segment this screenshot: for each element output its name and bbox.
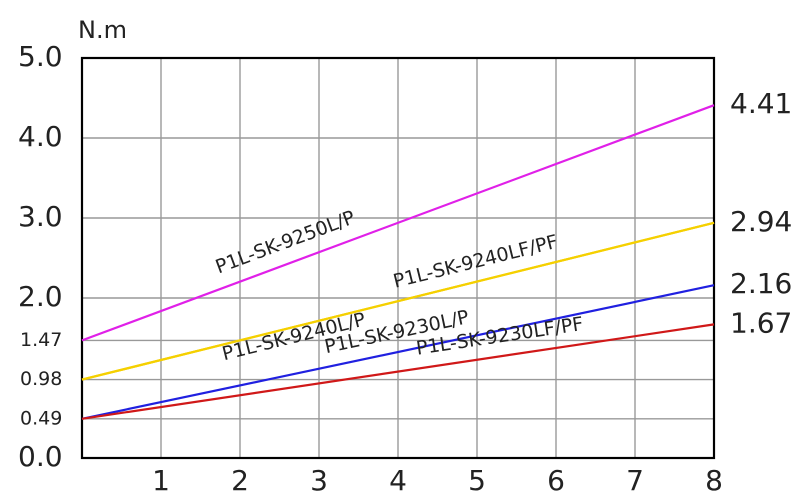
y-tick-label: 5.0 [18,40,63,73]
x-tick-label: 1 [152,464,170,497]
end-value-label: 1.67 [730,306,792,339]
y-tick-label: 3.0 [18,200,63,233]
series-line-p1l-sk-9240l-p [81,221,715,381]
end-value-labels: 4.41 2.94 2.16 1.67 [730,87,792,339]
y-tick-label: 1.47 [20,329,62,351]
x-tick-label: 5 [468,464,486,497]
x-tick-label: 6 [547,464,565,497]
y-axis-unit-label: N.m [78,16,127,44]
x-tick-labels: 1 2 3 4 5 6 7 8 [152,464,723,497]
end-value-label: 2.16 [730,267,792,300]
x-tick-label: 8 [705,464,723,497]
y-tick-label: 0.0 [18,440,63,473]
end-value-label: 4.41 [730,87,792,120]
series-group [81,104,715,420]
plot-area [80,56,716,460]
y-tick-label: 2.0 [18,280,63,313]
x-tick-label: 7 [626,464,644,497]
x-tick-label: 2 [231,464,249,497]
end-value-label: 2.94 [730,205,792,238]
series-label-p1l-sk-9240lf-pf: P1L-SK-9240LF/PF [391,231,560,293]
series-line-p1l-sk-9230lf-pf [81,323,715,420]
y-tick-label: 4.0 [18,120,63,153]
x-tick-label: 4 [389,464,407,497]
series-line-p1l-sk-9250l-p [81,104,715,342]
y-tick-labels: 0.0 0.49 0.98 1.47 2.0 3.0 4.0 5.0 [18,40,63,473]
x-tick-label: 3 [310,464,328,497]
series-labels: P1L-SK-9250L/P P1L-SK-9240LF/PFP1L-SK-924… [213,206,585,365]
y-tick-label: 0.49 [20,407,62,429]
y-tick-label: 0.98 [20,368,62,390]
series-label-p1l-sk-9250l-p: P1L-SK-9250L/P [213,206,358,278]
series-line-p1l-sk-9230l-p [81,284,715,420]
